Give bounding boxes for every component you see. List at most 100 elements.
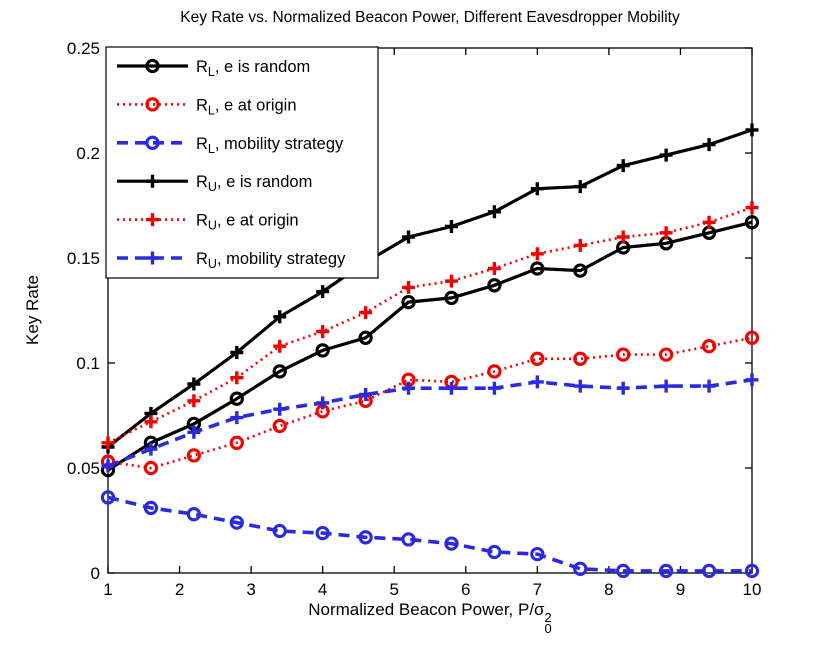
circle-marker (186, 507, 202, 522)
plus-marker (745, 123, 759, 137)
plus-marker (359, 306, 373, 320)
plus-marker (144, 415, 158, 429)
plus-marker (101, 436, 115, 450)
x-tick-label: 8 (604, 580, 613, 599)
circle-marker (186, 448, 202, 463)
circle-marker (744, 215, 760, 230)
series-ru-e-at-origin (101, 201, 759, 450)
circle-marker (145, 58, 160, 74)
plus-marker (487, 205, 501, 219)
circle-marker (616, 347, 631, 362)
circle-marker (573, 561, 588, 576)
plus-marker (187, 394, 201, 408)
x-tick-label: 1 (103, 580, 112, 599)
plus-marker (359, 388, 373, 401)
legend-entry-rl-mobility-strategy: RL, mobility strategy (117, 135, 344, 156)
legend-label: RL, e at origin (196, 96, 297, 117)
legend: RL, e is random RL, e at origin RL, mobili… (105, 46, 379, 279)
plus-marker (702, 215, 716, 229)
legend-entry-rl-e-is-random: RL, e is random (117, 58, 310, 79)
series-rl-e-at-origin (100, 330, 760, 476)
plus-marker (659, 379, 673, 393)
circle-marker (573, 263, 588, 278)
plus-marker (273, 339, 287, 353)
plus-marker (573, 379, 587, 393)
plus-marker (616, 230, 630, 244)
y-tick-label: 0.25 (67, 39, 100, 58)
circle-marker (229, 515, 244, 530)
plus-marker (659, 226, 673, 240)
plus-marker (573, 238, 587, 252)
circle-marker (229, 391, 244, 406)
plus-marker (230, 411, 244, 425)
x-axis-label-text: Normalized Beacon Power, P/σ (308, 600, 545, 619)
plus-marker (530, 375, 544, 389)
circle-marker (616, 563, 631, 579)
plus-marker (573, 180, 587, 194)
series-line (107, 128, 753, 449)
y-tick-label: 0.05 (67, 459, 100, 478)
circle-marker (229, 435, 244, 450)
circle-marker (145, 135, 160, 150)
circle-marker (143, 500, 159, 516)
series-line (107, 220, 753, 472)
plus-marker (530, 182, 544, 196)
plus-marker (187, 425, 201, 439)
circle-marker (444, 536, 459, 551)
x-tick-label: 3 (246, 580, 255, 599)
legend-entry-ru-e-at-origin: RU, e at origin (117, 212, 299, 233)
plus-marker (146, 213, 159, 227)
plus-marker (745, 201, 759, 215)
circle-marker (744, 563, 760, 579)
series-rl-e-is-random (100, 215, 760, 478)
circle-marker (487, 544, 502, 560)
x-axis-label: Normalized Beacon Power, P/σ 2 0 (108, 600, 752, 637)
legend-label: RU, mobility strategy (196, 250, 346, 271)
circle-marker (100, 490, 116, 505)
plus-marker (487, 381, 501, 395)
x-tick-label: 5 (389, 580, 398, 599)
plus-marker (402, 381, 416, 395)
x-tick-label: 2 (175, 580, 184, 599)
circle-marker (487, 364, 502, 379)
plus-marker (316, 396, 330, 410)
legend-label: RU, e is random (196, 173, 312, 194)
plus-marker (273, 402, 287, 416)
circle-marker (272, 418, 287, 434)
circle-marker (530, 351, 545, 366)
series-ru-e-is-random (101, 123, 759, 454)
series-line (107, 336, 753, 470)
circle-marker (744, 330, 760, 345)
plus-marker (702, 138, 716, 152)
y-tick-label: 0 (91, 564, 100, 583)
circle-marker (358, 330, 373, 345)
circle-marker (530, 546, 545, 562)
plus-marker (444, 220, 458, 233)
plus-marker (702, 379, 716, 393)
y-tick-label: 0.15 (67, 249, 100, 268)
plus-marker (402, 280, 416, 294)
plus-marker (616, 159, 630, 173)
y-tick-label: 0.2 (76, 144, 100, 163)
plus-marker (144, 442, 158, 456)
circle-marker (272, 364, 287, 379)
x-tick-label: 6 (461, 580, 470, 599)
circle-marker (658, 563, 674, 579)
y-axis-label: Key Rate (23, 275, 42, 345)
series-line (107, 495, 752, 573)
x-axis-label-sub: 0 (544, 621, 552, 637)
plus-marker (444, 274, 458, 288)
plus-marker (146, 251, 159, 265)
plus-marker (487, 262, 501, 275)
legend-label: RL, e is random (196, 58, 310, 79)
x-tick-label: 4 (318, 580, 327, 599)
legend-entry-ru-mobility-strategy: RU, mobility strategy (117, 250, 346, 271)
circle-marker (573, 351, 588, 366)
legend-entry-ru-e-is-random: RU, e is random (117, 173, 312, 194)
y-tick-label: 0.1 (76, 354, 100, 373)
legend-entry-rl-e-at-origin: RL, e at origin (117, 96, 297, 117)
plus-marker (101, 459, 115, 473)
